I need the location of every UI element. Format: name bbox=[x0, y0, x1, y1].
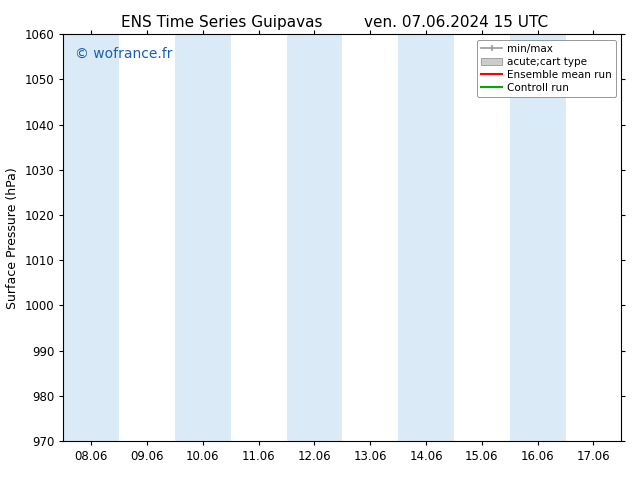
Bar bbox=[510, 34, 566, 441]
Bar bbox=[63, 34, 119, 441]
Text: ENS Time Series Guipavas: ENS Time Series Guipavas bbox=[121, 15, 323, 30]
Y-axis label: Surface Pressure (hPa): Surface Pressure (hPa) bbox=[6, 167, 19, 309]
Bar bbox=[287, 34, 342, 441]
Text: © wofrance.fr: © wofrance.fr bbox=[75, 47, 172, 60]
Legend: min/max, acute;cart type, Ensemble mean run, Controll run: min/max, acute;cart type, Ensemble mean … bbox=[477, 40, 616, 97]
Text: ven. 07.06.2024 15 UTC: ven. 07.06.2024 15 UTC bbox=[365, 15, 548, 30]
Bar bbox=[398, 34, 454, 441]
Bar bbox=[175, 34, 231, 441]
